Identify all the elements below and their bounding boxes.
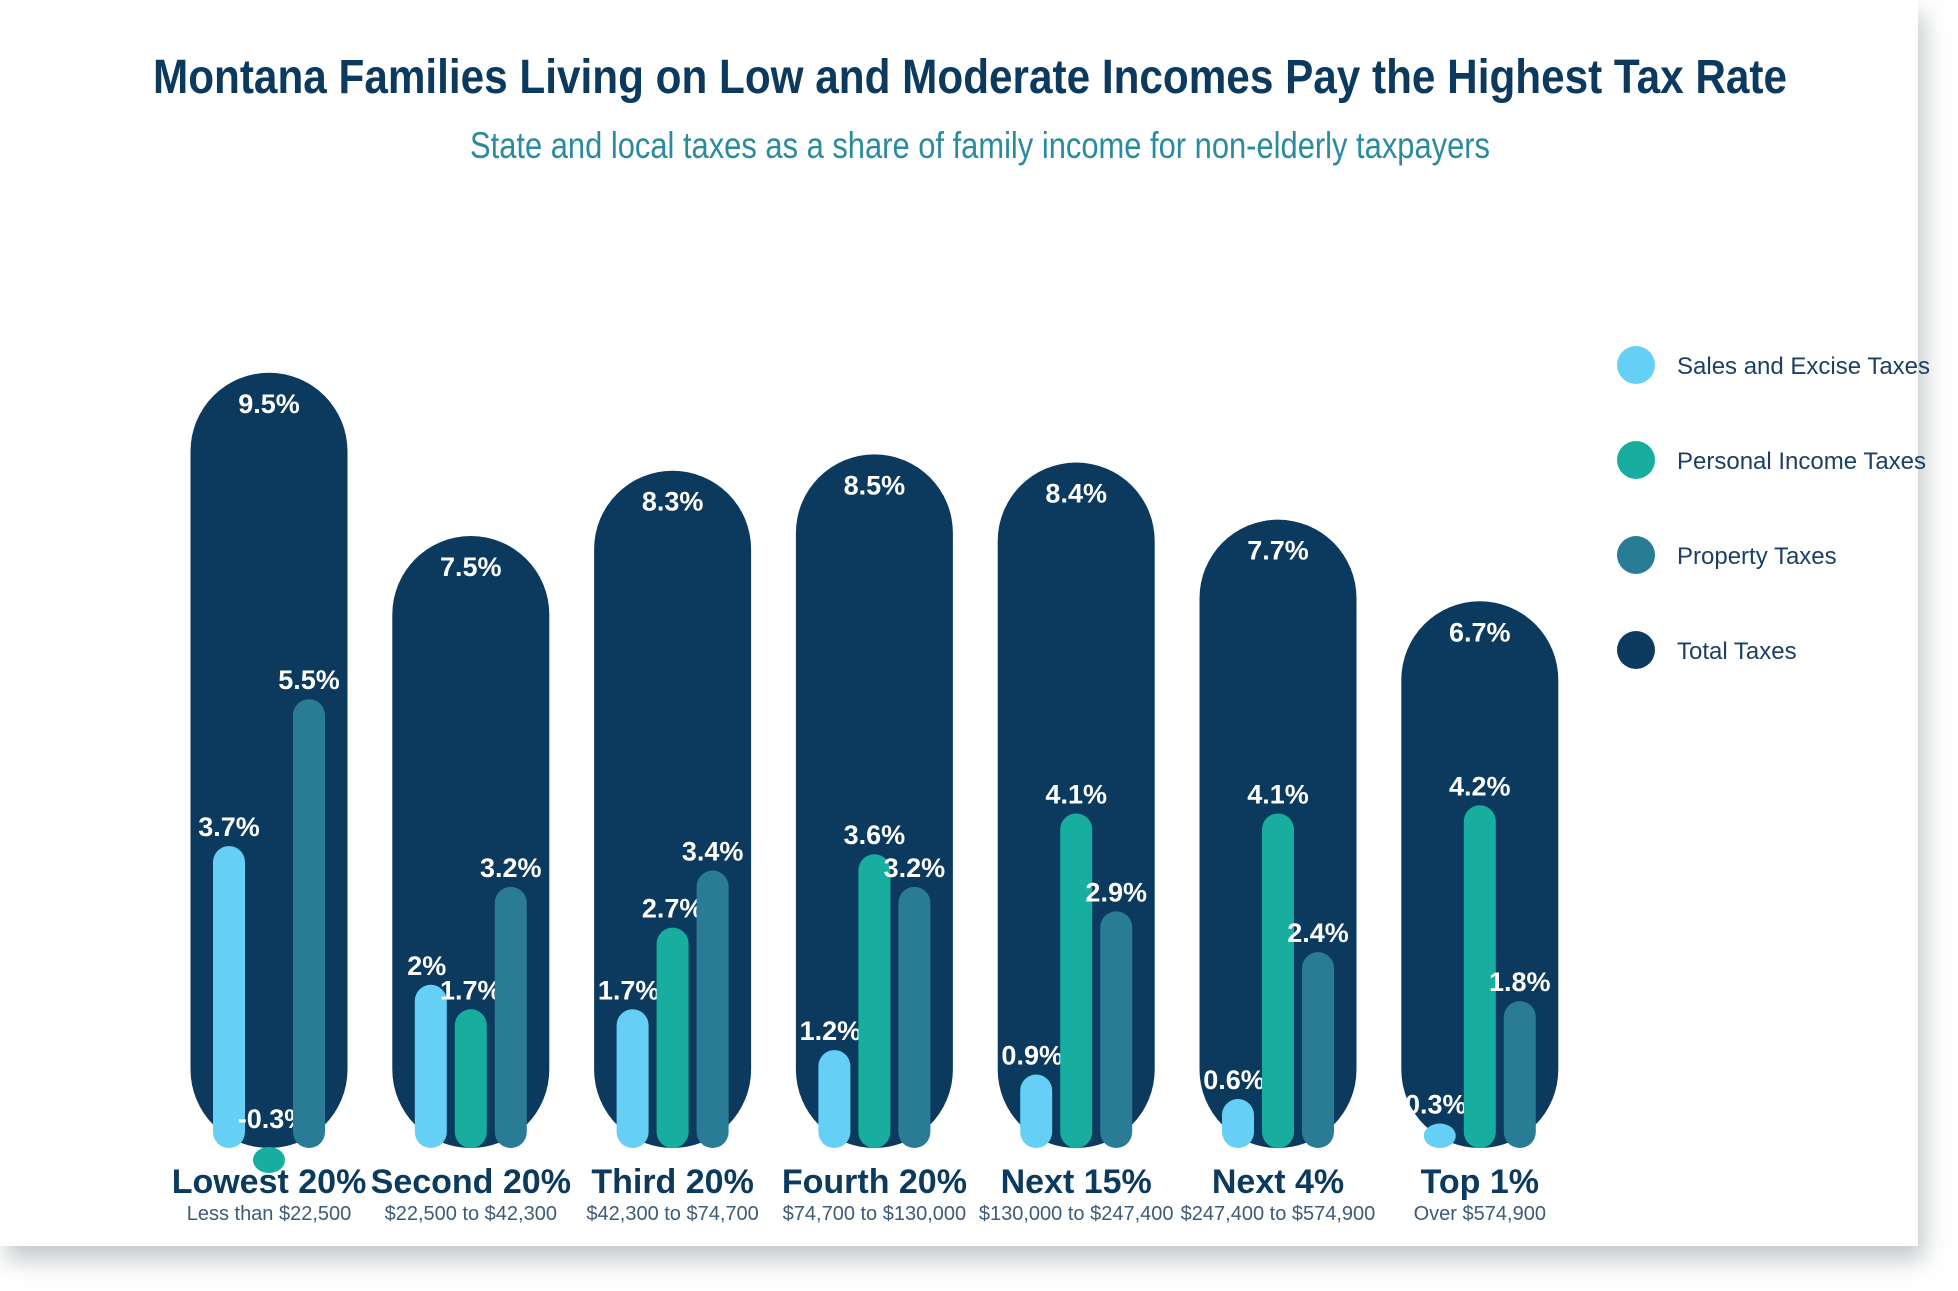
bar-label: 1.7% [440, 975, 502, 1005]
category-sublabel: Over $574,900 [1414, 1203, 1546, 1225]
bar-1 [454, 1009, 487, 1148]
category-label: Top 1% [1421, 1163, 1539, 1201]
bar-label: 3.2% [884, 853, 946, 883]
bar-label: 1.2% [800, 1016, 862, 1046]
bar-label: 3.4% [682, 837, 744, 867]
category-label: Lowest 20% [172, 1163, 367, 1201]
total-label: 9.5% [238, 389, 300, 419]
category-label: Second 20% [371, 1163, 571, 1201]
bar-0 [213, 846, 245, 1148]
bar-2 [494, 886, 527, 1148]
bar-2 [293, 699, 325, 1148]
total-label: 8.4% [1045, 479, 1107, 509]
category-sublabel: $247,400 to $574,900 [1181, 1203, 1376, 1225]
bar-1 [1463, 805, 1496, 1148]
total-label: 8.5% [844, 470, 906, 500]
bar-0 [1222, 1099, 1254, 1148]
bar-label: 1.8% [1489, 967, 1551, 997]
category-label: Next 15% [1001, 1163, 1152, 1201]
bar-label: 2.7% [642, 894, 704, 924]
bar-label: 4.1% [1045, 779, 1107, 809]
bar-1 [1262, 813, 1294, 1148]
category-label: Fourth 20% [782, 1163, 967, 1201]
legend-swatch [1617, 631, 1655, 669]
chart-title: Montana Families Living on Low and Moder… [153, 51, 1787, 104]
bar-label: 2.9% [1085, 877, 1147, 907]
category-sublabel: $74,700 to $130,000 [783, 1203, 967, 1225]
bar-label: 3.2% [480, 853, 542, 883]
bar-0 [414, 984, 447, 1148]
category-label: Third 20% [591, 1163, 753, 1201]
legend-label: Property Taxes [1677, 543, 1837, 570]
bar-0 [1020, 1074, 1053, 1148]
bar-2 [1302, 952, 1334, 1148]
category-label: Next 4% [1212, 1163, 1344, 1201]
bar-1 [1060, 813, 1093, 1148]
bar-2 [898, 886, 931, 1148]
legend-swatch [1617, 536, 1655, 574]
bar-label: 4.2% [1449, 771, 1511, 801]
chart-subtitle: State and local taxes as a share of fami… [470, 125, 1490, 166]
bar-label: 5.5% [278, 665, 340, 695]
bar-2 [1503, 1001, 1536, 1148]
bar-2 [696, 870, 729, 1148]
bar-label: 2% [407, 951, 446, 981]
legend-label: Total Taxes [1677, 638, 1797, 665]
category-sublabel: $130,000 to $247,400 [979, 1203, 1174, 1225]
category-sublabel: $22,500 to $42,300 [385, 1203, 557, 1225]
total-label: 8.3% [642, 487, 704, 517]
category-sublabel: $42,300 to $74,700 [586, 1203, 758, 1225]
bar-1 [253, 1147, 285, 1173]
legend-swatch [1617, 346, 1655, 384]
legend-label: Sales and Excise Taxes [1677, 353, 1930, 380]
legend-swatch [1617, 441, 1655, 479]
bar-0 [616, 1009, 649, 1148]
bar-label: 2.4% [1287, 918, 1349, 948]
total-label: 7.5% [440, 552, 502, 582]
legend: Sales and Excise Taxes Personal Income Ta… [1617, 346, 1930, 669]
bar-label: 0.3% [1405, 1090, 1467, 1120]
total-label: 7.7% [1247, 536, 1309, 566]
bar-1 [858, 854, 891, 1148]
bar-label: 0.6% [1203, 1065, 1265, 1095]
legend-label: Personal Income Taxes [1677, 448, 1926, 475]
bar-label: 3.7% [198, 812, 260, 842]
bar-label: 4.1% [1247, 779, 1309, 809]
bar-label: 3.6% [844, 820, 906, 850]
bar-2 [1100, 911, 1133, 1148]
bar-label: 0.9% [1001, 1041, 1063, 1071]
category-sublabel: Less than $22,500 [187, 1203, 352, 1225]
bar-1 [656, 927, 689, 1148]
bars: 9.5%3.7%-0.3%5.5%Lowest 20%Less than $22… [172, 372, 1559, 1225]
total-label: 6.7% [1449, 617, 1511, 647]
bar-label: 1.7% [598, 975, 660, 1005]
bar-0 [818, 1050, 851, 1148]
bar-0 [1423, 1123, 1456, 1148]
